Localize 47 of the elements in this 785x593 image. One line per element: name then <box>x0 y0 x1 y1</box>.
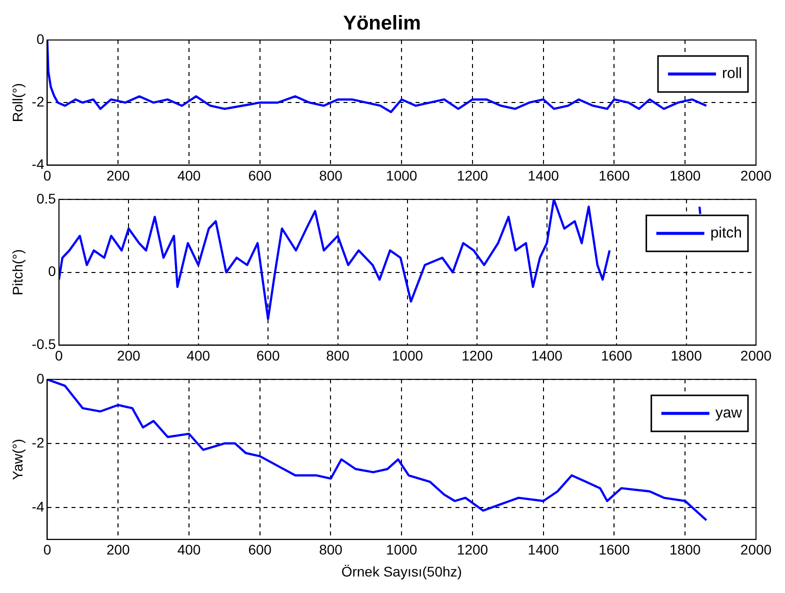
y-tick-label: 0 <box>36 30 44 47</box>
x-tick-label: 1600 <box>601 347 632 364</box>
x-tick-label: 2000 <box>740 167 772 184</box>
y-tick-label: -2 <box>32 93 44 110</box>
chart-title: Yönelim <box>343 12 421 35</box>
x-tick-label: 200 <box>106 167 130 184</box>
x-axis-title: Örnek Sayısı(50hz) <box>341 563 462 580</box>
y-tick-label: -4 <box>32 498 44 514</box>
y-tick-label: 0 <box>48 263 56 280</box>
x-tick-label: 1400 <box>528 167 560 184</box>
x-tick-label: 1800 <box>670 542 701 558</box>
x-tick-label: 2000 <box>740 542 772 558</box>
x-tick-label: 1800 <box>670 347 702 364</box>
x-tick-label: 600 <box>256 347 280 364</box>
x-tick-label: 400 <box>177 542 201 558</box>
x-tick-label: 1600 <box>598 167 630 184</box>
x-tick-label: 800 <box>319 167 343 184</box>
y-axis-title: Yaw(°) <box>9 438 26 480</box>
legend-label: pitch <box>710 224 742 242</box>
x-tick-label: 1200 <box>456 542 488 558</box>
x-tick-label: 800 <box>326 347 350 364</box>
x-tick-label: 1400 <box>531 347 563 364</box>
x-tick-label: 2000 <box>740 347 772 364</box>
x-tick-label: 1200 <box>456 167 488 184</box>
y-axis-title: Pitch(°) <box>9 249 26 296</box>
x-tick-label: 1000 <box>392 347 424 364</box>
x-tick-label: 1400 <box>528 542 560 558</box>
y-tick-label: -4 <box>32 156 44 172</box>
x-tick-label: 800 <box>319 542 343 558</box>
x-tick-label: 600 <box>248 542 272 558</box>
x-tick-label: 600 <box>248 167 272 184</box>
x-tick-label: 400 <box>186 347 210 364</box>
x-tick-label: 200 <box>106 542 130 558</box>
y-tick-label: -2 <box>32 434 44 450</box>
x-tick-label: 1000 <box>386 167 418 184</box>
y-axis-title: Roll(°) <box>9 83 26 122</box>
x-tick-label: 1000 <box>386 542 418 558</box>
y-tick-label: 0 <box>36 370 44 386</box>
y-tick-label: 0.5 <box>36 190 56 206</box>
x-tick-label: 1800 <box>670 167 701 184</box>
legend-label: roll <box>722 65 742 82</box>
legend-label: yaw <box>715 404 742 422</box>
x-tick-label: 1600 <box>598 542 630 558</box>
x-tick-label: 1200 <box>462 347 493 364</box>
y-tick-label: -0.5 <box>32 336 56 352</box>
x-tick-label: 400 <box>177 167 201 184</box>
x-tick-label: 200 <box>116 347 141 364</box>
